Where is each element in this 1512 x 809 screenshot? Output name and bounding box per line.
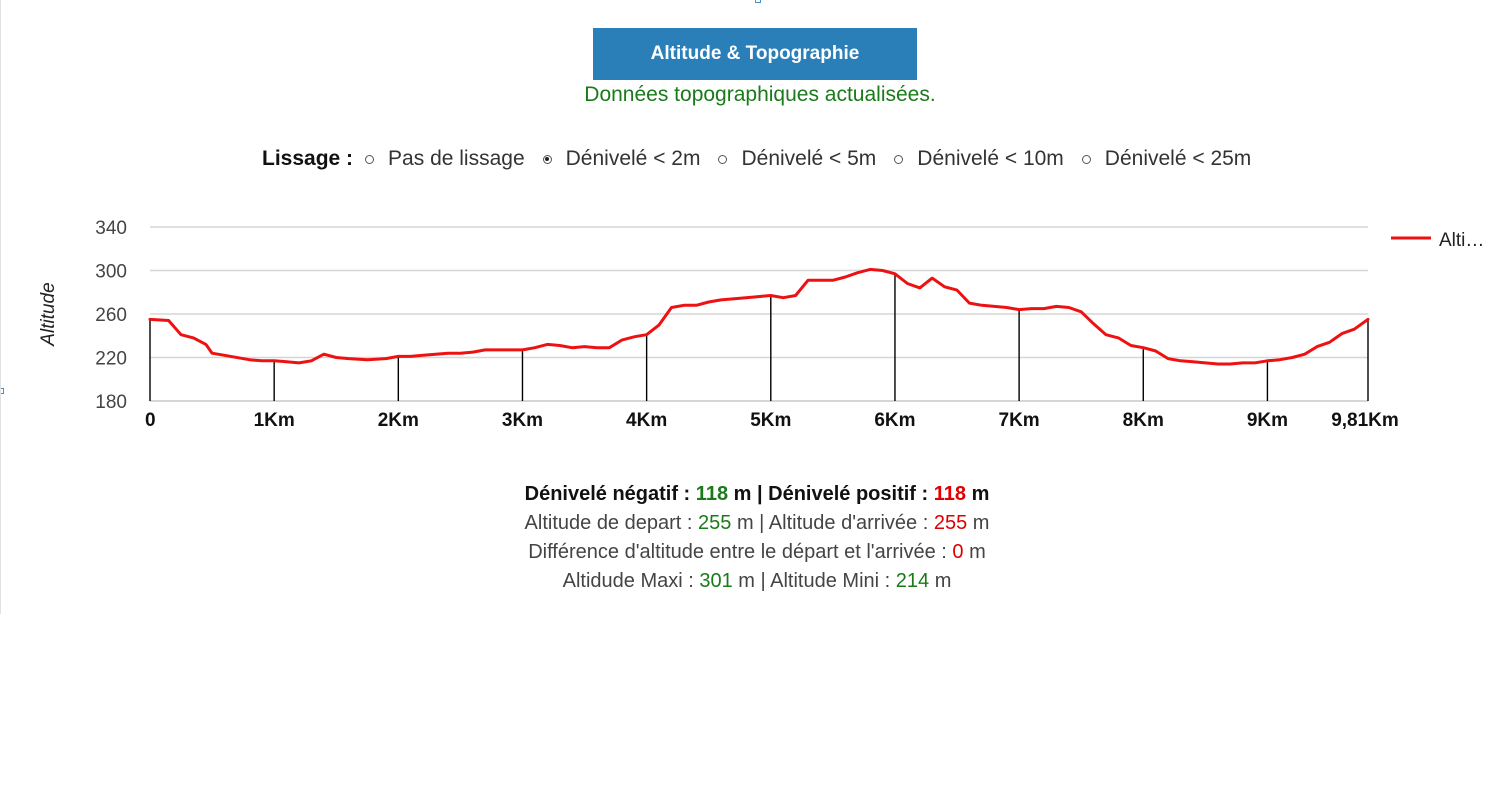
smoothing-option-none[interactable]: Pas de lissage (365, 147, 525, 171)
x-tick-label: 9Km (1247, 410, 1288, 431)
x-tick-label: 4Km (626, 410, 667, 431)
y-tick-label: 300 (95, 262, 127, 283)
panel-side-marker (1, 388, 4, 394)
smoothing-option-25m[interactable]: Dénivelé < 25m (1081, 147, 1252, 171)
x-tick-label: 6Km (874, 410, 915, 431)
altitude-chart: 180 220 260 300 340 Altitude 0 1Km 2Km 3Km 4Km 5Km 6… (38, 218, 1484, 431)
stats-max-min: Altidude Maxi : 301 m | Altitude Mini : … (1, 567, 1512, 596)
smoothing-label: Lissage : (262, 147, 354, 170)
radio-icon[interactable] (894, 154, 904, 164)
pos-elevation-unit: m (971, 483, 990, 505)
smoothing-option-label: Dénivelé < 25m (1104, 147, 1252, 170)
max-altitude-value: 301 (699, 570, 733, 592)
altitude-topography-title: Altitude & Topographie (650, 43, 860, 64)
stats-start-end: Altitude de depart : 255 m | Altitude d'… (1, 509, 1512, 538)
smoothing-option-5m[interactable]: Dénivelé < 5m (718, 147, 876, 171)
min-altitude-value: 214 (895, 570, 930, 592)
x-tick-label: 8Km (1123, 410, 1164, 431)
y-tick-label: 260 (95, 305, 127, 326)
diff-altitude-label: Différence d'altitude entre le départ et… (528, 541, 947, 563)
stats-difference: Différence d'altitude entre le départ et… (1, 538, 1512, 567)
pos-elevation-label: | Dénivelé positif : (756, 483, 929, 505)
pos-elevation-value: 118 (933, 483, 966, 505)
radio-icon[interactable] (718, 154, 728, 164)
neg-elevation-value: 118 (695, 483, 729, 505)
radio-icon[interactable] (365, 154, 375, 164)
x-tick-label: 3Km (502, 410, 543, 431)
smoothing-option-10m[interactable]: Dénivelé < 10m (894, 147, 1064, 171)
topography-panel: Altitude & Topographie Données topograph… (0, 0, 1512, 614)
altitude-topography-button[interactable]: Altitude & Topographie (593, 28, 917, 80)
smoothing-options: Lissage : Pas de lissage Dénivelé < 2m D… (262, 145, 1269, 173)
y-tick-label: 180 (95, 392, 127, 413)
radio-icon[interactable] (1081, 154, 1091, 164)
end-altitude-value: 255 (933, 512, 968, 534)
smoothing-option-label: Dénivelé < 5m (741, 147, 877, 170)
panel-top-marker (755, 0, 761, 3)
legend-label: Alti… (1439, 230, 1484, 251)
altitude-series-line (148, 267, 1370, 366)
x-tick-label: 9,81Km (1331, 410, 1399, 431)
smoothing-option-label: Pas de lissage (388, 147, 525, 170)
x-tick-label: 2Km (378, 410, 419, 431)
stats-elevation-gain-loss: Dénivelé négatif : 118 m | Dénivelé posi… (1, 480, 1512, 509)
y-tick-label: 220 (95, 349, 127, 370)
diff-altitude-unit: m (969, 541, 986, 563)
neg-elevation-label: Dénivelé négatif : (524, 483, 691, 505)
diff-altitude-value: 0 (952, 541, 964, 563)
radio-icon[interactable] (542, 154, 552, 164)
min-altitude-unit: m (934, 570, 952, 592)
y-tick-label: 340 (95, 218, 127, 239)
start-altitude-label: Altitude de depart : (524, 512, 693, 534)
min-altitude-label: m | Altitude Mini : (738, 570, 891, 592)
neg-elevation-unit: m (733, 483, 752, 505)
elevation-stats: Dénivelé négatif : 118 m | Dénivelé posi… (1, 480, 1512, 596)
x-tick-label: 5Km (750, 410, 791, 431)
smoothing-option-label: Dénivelé < 2m (565, 147, 701, 170)
start-altitude-value: 255 (698, 512, 732, 534)
x-tick-label: 1Km (254, 410, 295, 431)
end-altitude-unit: m (972, 512, 990, 534)
end-altitude-label: m | Altitude d'arrivée : (736, 512, 929, 534)
x-tick-label: 7Km (999, 410, 1040, 431)
y-axis-label: Altitude (38, 282, 59, 346)
topography-subtitle-text: Données topographiques actualisées. (584, 83, 936, 106)
smoothing-option-label: Dénivelé < 10m (917, 147, 1064, 170)
x-tick-label: 0 (145, 410, 156, 431)
max-altitude-label: Altidude Maxi : (562, 570, 694, 592)
topography-subtitle: Données topographiques actualisées. (1, 83, 1512, 107)
smoothing-option-2m[interactable]: Dénivelé < 2m (542, 147, 701, 171)
